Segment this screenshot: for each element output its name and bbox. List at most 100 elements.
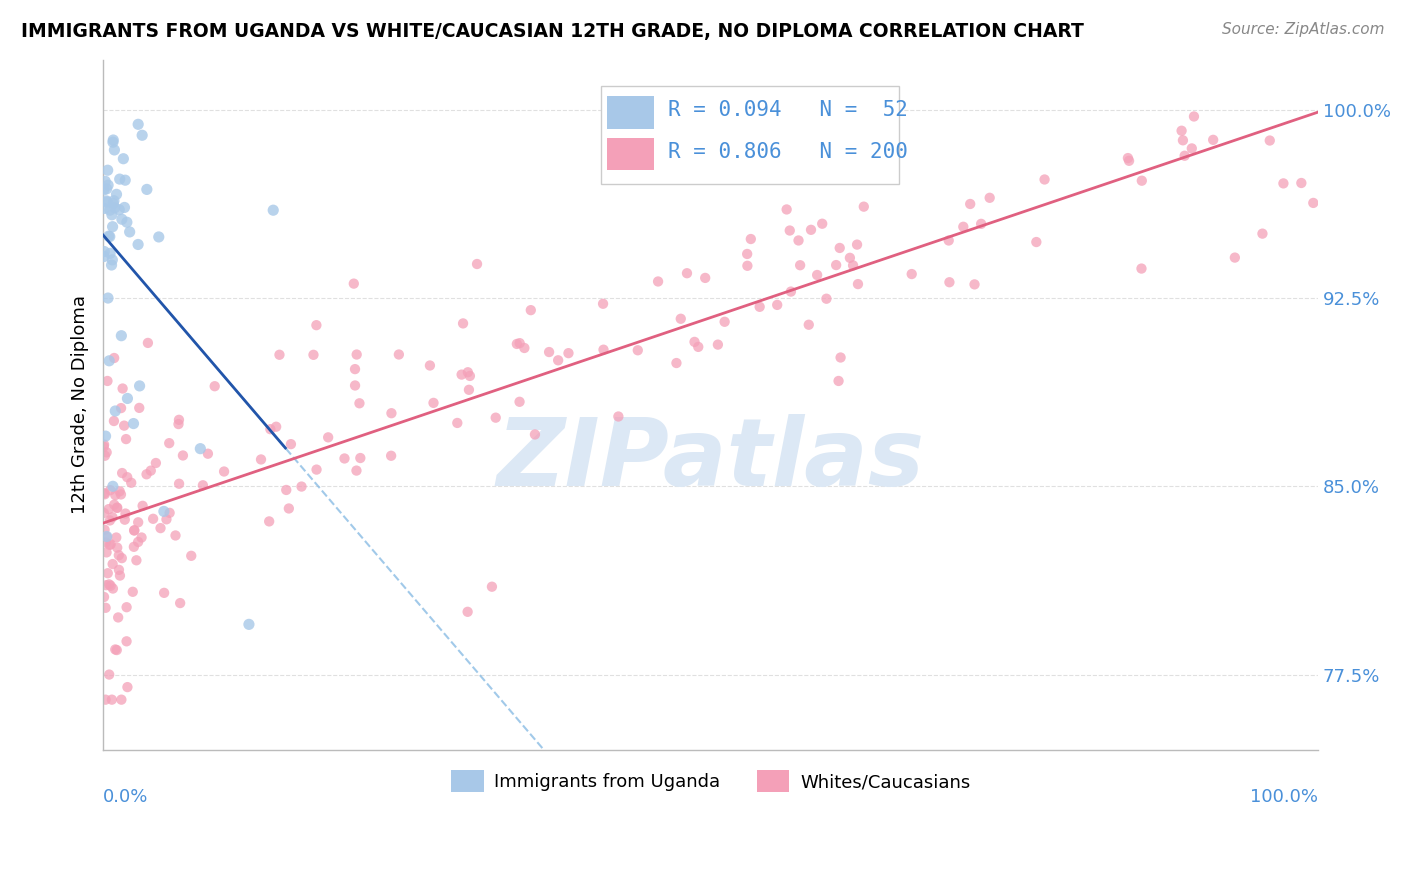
Point <box>96 194 118 209</box>
Point <box>96 182 118 196</box>
Point <box>98 483 121 497</box>
Point <box>115 600 138 615</box>
Point <box>96 545 118 559</box>
Point <box>380 449 402 463</box>
Point <box>124 523 146 537</box>
Point <box>93 506 115 520</box>
Point <box>145 456 167 470</box>
Point <box>1025 235 1047 249</box>
Point <box>93 202 115 216</box>
Point <box>101 252 124 267</box>
Point <box>343 277 366 291</box>
Point <box>305 462 328 476</box>
Point <box>98 513 121 527</box>
Point <box>627 343 650 358</box>
Point <box>131 499 153 513</box>
Point <box>547 353 569 368</box>
Point <box>101 219 124 234</box>
Point <box>419 359 441 373</box>
Point <box>1291 176 1313 190</box>
Point <box>520 303 543 318</box>
Point <box>108 563 131 577</box>
Point <box>103 498 125 512</box>
Point <box>142 512 165 526</box>
Point <box>94 692 117 706</box>
Point <box>157 436 180 450</box>
Point <box>735 247 758 261</box>
Y-axis label: 12th Grade, No Diploma: 12th Grade, No Diploma <box>72 295 89 514</box>
Point <box>828 241 851 255</box>
Point <box>103 414 125 428</box>
Point <box>465 257 488 271</box>
Point <box>811 217 834 231</box>
Text: R = 0.806   N = 200: R = 0.806 N = 200 <box>668 143 908 162</box>
Point <box>766 298 789 312</box>
Point <box>105 541 128 555</box>
Point <box>94 449 117 463</box>
Point <box>105 500 128 515</box>
Point <box>104 404 127 418</box>
Point <box>94 429 117 443</box>
Text: 0.0%: 0.0% <box>103 788 149 805</box>
Point <box>93 523 115 537</box>
Point <box>101 208 124 222</box>
Point <box>451 317 474 331</box>
Point <box>1174 149 1197 163</box>
Point <box>94 174 117 188</box>
Point <box>800 223 823 237</box>
Point <box>775 202 797 217</box>
Point <box>779 223 801 237</box>
Point <box>212 465 235 479</box>
Point <box>1258 134 1281 148</box>
Point <box>938 275 960 289</box>
Point <box>117 392 139 406</box>
Point <box>346 464 368 478</box>
Point <box>135 182 157 196</box>
Point <box>114 513 136 527</box>
Point <box>101 479 124 493</box>
Point <box>104 201 127 215</box>
Point <box>1130 174 1153 188</box>
Point <box>676 266 699 280</box>
Point <box>257 515 280 529</box>
Point <box>838 251 860 265</box>
Point <box>458 368 481 383</box>
Point <box>250 452 273 467</box>
Point <box>1130 261 1153 276</box>
Point <box>1033 172 1056 186</box>
Point <box>98 246 121 260</box>
Point <box>557 346 579 360</box>
Point <box>97 178 120 193</box>
Point <box>485 410 508 425</box>
Point <box>180 549 202 563</box>
Point <box>110 692 132 706</box>
Point <box>538 345 561 359</box>
Point <box>98 538 121 552</box>
Point <box>108 484 131 499</box>
Point <box>122 524 145 538</box>
Point <box>103 194 125 208</box>
Point <box>1182 110 1205 124</box>
Point <box>111 382 134 396</box>
Point <box>900 267 922 281</box>
Point <box>128 379 150 393</box>
Point <box>97 291 120 305</box>
Point <box>94 600 117 615</box>
Point <box>121 584 143 599</box>
Point <box>938 234 960 248</box>
Point <box>264 419 287 434</box>
Point <box>1302 195 1324 210</box>
Point <box>167 476 190 491</box>
Point <box>105 531 128 545</box>
Point <box>523 427 546 442</box>
Point <box>1116 151 1139 165</box>
Point <box>96 374 118 388</box>
Point <box>120 475 142 490</box>
Point <box>93 440 115 454</box>
Text: Source: ZipAtlas.com: Source: ZipAtlas.com <box>1222 22 1385 37</box>
Point <box>110 401 132 416</box>
Point <box>93 590 115 604</box>
Point <box>188 442 211 456</box>
Point <box>93 437 115 451</box>
Point <box>780 285 803 299</box>
